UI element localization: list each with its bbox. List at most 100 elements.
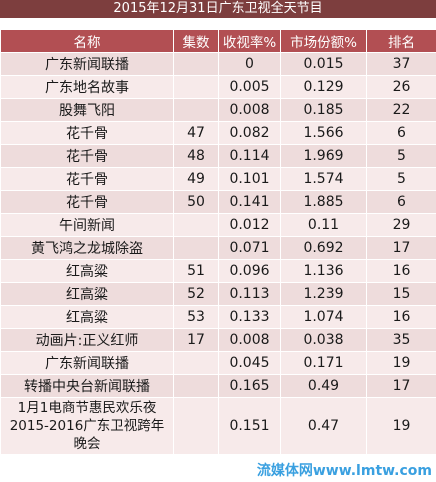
cell-name: 转播中央台新闻联播 — [0, 374, 174, 398]
table-row: 花千骨 50 0.141 1.885 6 — [0, 190, 436, 214]
cell-rating: 0.113 — [218, 282, 281, 306]
cell-episode: 50 — [173, 190, 219, 214]
table-row: 红高粱 52 0.113 1.239 15 — [0, 282, 436, 306]
cell-episode — [173, 236, 219, 260]
table-row: 动画片:正义红师 17 0.008 0.038 35 — [0, 328, 436, 352]
header-name: 名称 — [0, 29, 174, 53]
cell-rating: 0.045 — [218, 351, 281, 375]
cell-episode: 48 — [173, 144, 219, 168]
cell-rank: 17 — [366, 374, 436, 398]
cell-rating: 0.133 — [218, 305, 281, 329]
cell-share: 0.129 — [280, 75, 367, 99]
cell-share: 0.11 — [280, 213, 367, 237]
cell-share: 1.574 — [280, 167, 367, 191]
cell-episode: 47 — [173, 121, 219, 145]
program-ratings-table: 名称 集数 收视率% 市场份额% 排名 广东新闻联播 0 0.015 37 广东地名故事… — [0, 29, 436, 455]
header-rank: 排名 — [366, 29, 436, 53]
table-row: 红高粱 51 0.096 1.136 16 — [0, 259, 436, 283]
table-row: 花千骨 48 0.114 1.969 5 — [0, 144, 436, 168]
cell-name: 动画片:正义红师 — [0, 328, 174, 352]
cell-episode: 53 — [173, 305, 219, 329]
cell-name: 花千骨 — [0, 167, 174, 191]
cell-share: 1.239 — [280, 282, 367, 306]
cell-share: 0.49 — [280, 374, 367, 398]
cell-rating: 0.071 — [218, 236, 281, 260]
cell-rating: 0 — [218, 52, 281, 76]
cell-share: 1.074 — [280, 305, 367, 329]
cell-rank: 19 — [366, 397, 436, 455]
cell-rank: 16 — [366, 305, 436, 329]
cell-episode: 17 — [173, 328, 219, 352]
table-title: 2015年12月31日广东卫视全天节目 — [0, 0, 436, 18]
cell-rank: 16 — [366, 259, 436, 283]
cell-rank: 19 — [366, 351, 436, 375]
table-row: 午间新闻 0.012 0.11 29 — [0, 213, 436, 237]
cell-episode: 51 — [173, 259, 219, 283]
watermark: 流媒体网www.lmtw.com — [256, 463, 432, 479]
table-row: 黄飞鸿之龙城除盗 0.071 0.692 17 — [0, 236, 436, 260]
cell-episode — [173, 397, 219, 455]
cell-episode — [173, 75, 219, 99]
cell-rank: 35 — [366, 328, 436, 352]
cell-episode — [173, 52, 219, 76]
cell-rank: 6 — [366, 190, 436, 214]
cell-episode: 52 — [173, 282, 219, 306]
header-share: 市场份额% — [280, 29, 367, 53]
cell-rating: 0.165 — [218, 374, 281, 398]
cell-episode — [173, 351, 219, 375]
cell-rating: 0.141 — [218, 190, 281, 214]
cell-rank: 22 — [366, 98, 436, 122]
cell-rating: 0.114 — [218, 144, 281, 168]
cell-rank: 5 — [366, 167, 436, 191]
cell-name: 花千骨 — [0, 190, 174, 214]
cell-episode — [173, 98, 219, 122]
cell-rank: 15 — [366, 282, 436, 306]
cell-name: 午间新闻 — [0, 213, 174, 237]
cell-name: 股舞飞阳 — [0, 98, 174, 122]
table-row: 广东地名故事 0.005 0.129 26 — [0, 75, 436, 99]
cell-name: 花千骨 — [0, 144, 174, 168]
cell-rank: 6 — [366, 121, 436, 145]
cell-name: 广东新闻联播 — [0, 52, 174, 76]
cell-share: 0.171 — [280, 351, 367, 375]
table-row: 1月1电商节惠民欢乐夜2015-2016广东卫视跨年晚会 0.151 0.47 19 — [0, 397, 436, 455]
cell-episode — [173, 374, 219, 398]
header-rating: 收视率% — [218, 29, 281, 53]
cell-name: 红高粱 — [0, 305, 174, 329]
cell-name: 黄飞鸿之龙城除盗 — [0, 236, 174, 260]
cell-episode: 49 — [173, 167, 219, 191]
cell-share: 0.185 — [280, 98, 367, 122]
table-row: 广东新闻联播 0.045 0.171 19 — [0, 351, 436, 375]
cell-share: 1.566 — [280, 121, 367, 145]
cell-rating: 0.101 — [218, 167, 281, 191]
table-row: 花千骨 47 0.082 1.566 6 — [0, 121, 436, 145]
cell-rating: 0.008 — [218, 328, 281, 352]
cell-rating: 0.005 — [218, 75, 281, 99]
cell-rank: 17 — [366, 236, 436, 260]
cell-name: 1月1电商节惠民欢乐夜2015-2016广东卫视跨年晚会 — [0, 397, 174, 455]
cell-rank: 5 — [366, 144, 436, 168]
cell-name: 广东新闻联播 — [0, 351, 174, 375]
table-row: 股舞飞阳 0.008 0.185 22 — [0, 98, 436, 122]
cell-share: 1.136 — [280, 259, 367, 283]
cell-share: 1.969 — [280, 144, 367, 168]
cell-name: 花千骨 — [0, 121, 174, 145]
cell-episode — [173, 213, 219, 237]
cell-rating: 0.008 — [218, 98, 281, 122]
header-episode: 集数 — [173, 29, 219, 53]
cell-name: 红高粱 — [0, 259, 174, 283]
cell-rank: 37 — [366, 52, 436, 76]
cell-share: 0.038 — [280, 328, 367, 352]
cell-name: 红高粱 — [0, 282, 174, 306]
cell-share: 0.47 — [280, 397, 367, 455]
cell-rating: 0.082 — [218, 121, 281, 145]
table-row: 广东新闻联播 0 0.015 37 — [0, 52, 436, 76]
cell-rank: 29 — [366, 213, 436, 237]
table-row: 花千骨 49 0.101 1.574 5 — [0, 167, 436, 191]
table-row: 红高粱 53 0.133 1.074 16 — [0, 305, 436, 329]
cell-share: 1.885 — [280, 190, 367, 214]
cell-rank: 26 — [366, 75, 436, 99]
cell-rating: 0.096 — [218, 259, 281, 283]
cell-rating: 0.012 — [218, 213, 281, 237]
cell-name: 广东地名故事 — [0, 75, 174, 99]
